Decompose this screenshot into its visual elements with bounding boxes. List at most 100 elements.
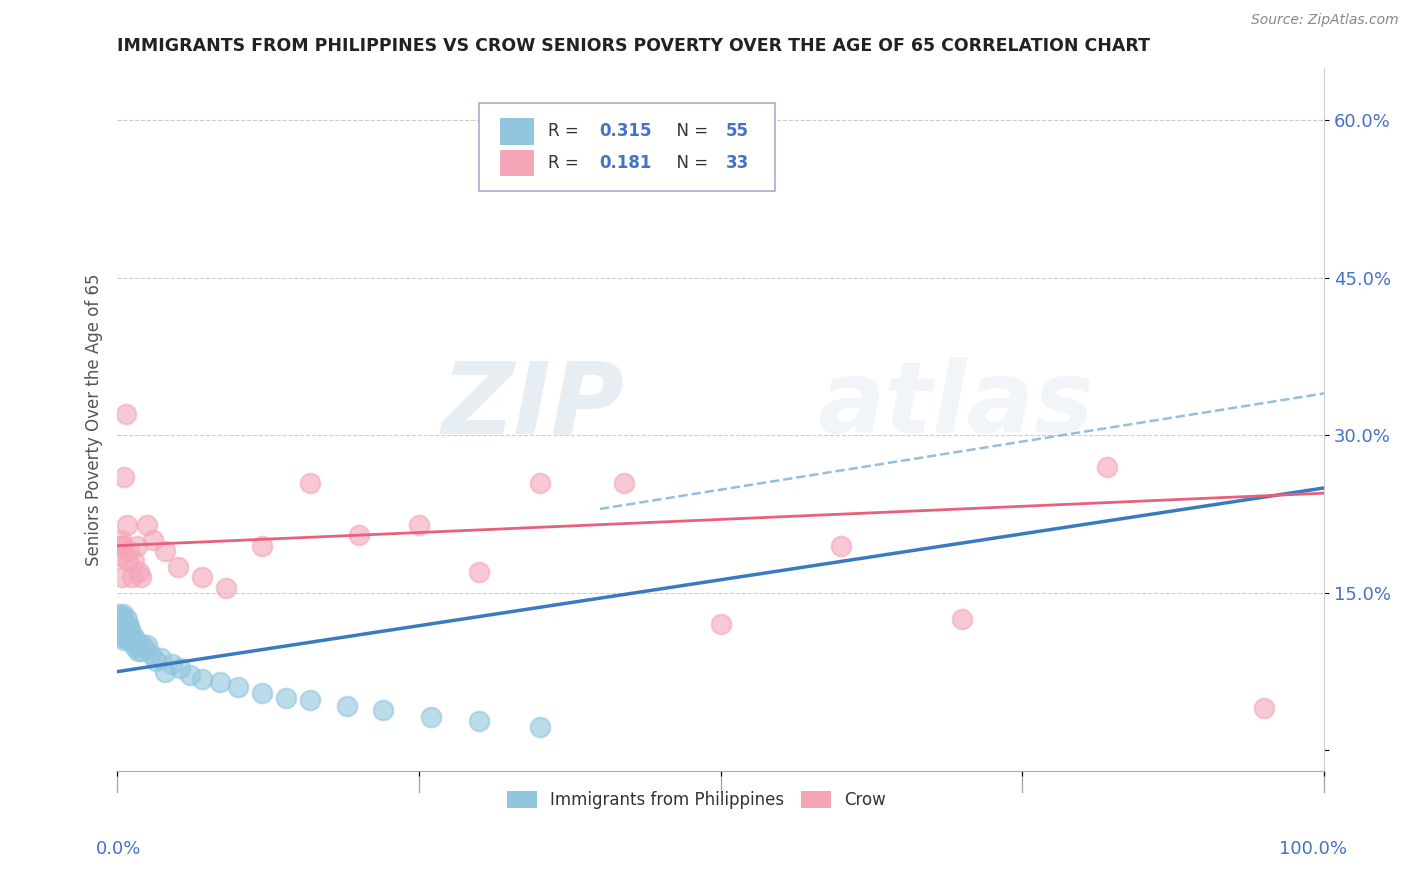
Point [950, 612, 973, 626]
Bar [499, 150, 534, 177]
Point [408, 517, 430, 532]
Point [136, 639, 159, 653]
Point [117, 619, 139, 633]
Point [112, 625, 135, 640]
Point [125, 639, 148, 653]
Point [115, 612, 138, 626]
Text: 55: 55 [725, 122, 748, 140]
Point [114, 408, 136, 422]
Text: 0.315: 0.315 [599, 122, 651, 140]
Point [118, 544, 141, 558]
Point [710, 617, 733, 632]
Point [112, 623, 135, 637]
Point [118, 619, 141, 633]
Point [115, 623, 138, 637]
Point [420, 710, 443, 724]
Legend: Immigrants from Philippines, Crow: Immigrants from Philippines, Crow [501, 784, 893, 816]
Text: atlas: atlas [817, 357, 1094, 454]
Point [112, 470, 135, 484]
Point [115, 517, 138, 532]
Point [190, 672, 212, 686]
Point [226, 681, 249, 695]
Point [111, 612, 134, 626]
Point [112, 607, 135, 621]
Point [125, 539, 148, 553]
Point [127, 643, 149, 657]
Point [112, 633, 135, 648]
Point [139, 647, 162, 661]
Point [160, 657, 183, 672]
Point [122, 630, 145, 644]
Point [132, 640, 155, 655]
Point [110, 619, 132, 633]
Point [122, 633, 145, 648]
Point [149, 651, 172, 665]
Point [613, 475, 636, 490]
Point [111, 628, 134, 642]
Point [131, 570, 153, 584]
Point [107, 607, 129, 621]
Point [299, 475, 322, 490]
Point [108, 549, 131, 563]
Point [215, 581, 238, 595]
Point [111, 570, 134, 584]
Point [111, 539, 134, 553]
Point [128, 636, 150, 650]
Y-axis label: Seniors Poverty Over the Age of 65: Seniors Poverty Over the Age of 65 [86, 274, 103, 566]
Point [347, 528, 370, 542]
Point [468, 714, 491, 728]
Text: R =: R = [548, 154, 583, 172]
Point [112, 630, 135, 644]
Text: 0.0%: 0.0% [96, 840, 141, 858]
Point [115, 630, 138, 644]
Text: N =: N = [666, 122, 714, 140]
Point [190, 570, 212, 584]
Point [155, 544, 177, 558]
Point [124, 640, 146, 655]
Point [114, 628, 136, 642]
Point [155, 665, 177, 679]
Point [208, 675, 231, 690]
Point [128, 565, 150, 579]
Point [250, 686, 273, 700]
Point [142, 533, 165, 548]
Text: 100.0%: 100.0% [1279, 840, 1347, 858]
Point [468, 565, 491, 579]
Point [121, 628, 143, 642]
Point [112, 615, 135, 630]
Point [1095, 459, 1118, 474]
Point [108, 617, 131, 632]
Point [830, 539, 852, 553]
Point [112, 539, 135, 553]
Point [131, 643, 153, 657]
Point [179, 667, 201, 681]
Point [112, 619, 135, 633]
Bar [499, 118, 534, 145]
Point [121, 570, 143, 584]
Point [335, 699, 357, 714]
Point [118, 633, 141, 648]
Text: 33: 33 [725, 154, 749, 172]
Point [114, 617, 136, 632]
Point [120, 623, 142, 637]
Text: 0.181: 0.181 [599, 154, 651, 172]
Text: ZIP: ZIP [441, 357, 624, 454]
Point [111, 623, 134, 637]
Point [276, 690, 298, 705]
Point [136, 517, 159, 532]
Point [122, 554, 145, 568]
Text: Source: ZipAtlas.com: Source: ZipAtlas.com [1251, 13, 1399, 28]
Point [145, 654, 167, 668]
FancyBboxPatch shape [479, 103, 775, 191]
Point [110, 615, 132, 630]
Point [299, 693, 322, 707]
Point [169, 661, 191, 675]
Point [529, 720, 551, 734]
Point [120, 630, 142, 644]
Point [166, 559, 188, 574]
Point [117, 554, 139, 568]
Text: IMMIGRANTS FROM PHILIPPINES VS CROW SENIORS POVERTY OVER THE AGE OF 65 CORRELATI: IMMIGRANTS FROM PHILIPPINES VS CROW SENI… [117, 37, 1150, 55]
Point [371, 704, 394, 718]
Point [250, 539, 273, 553]
Text: R =: R = [548, 122, 583, 140]
